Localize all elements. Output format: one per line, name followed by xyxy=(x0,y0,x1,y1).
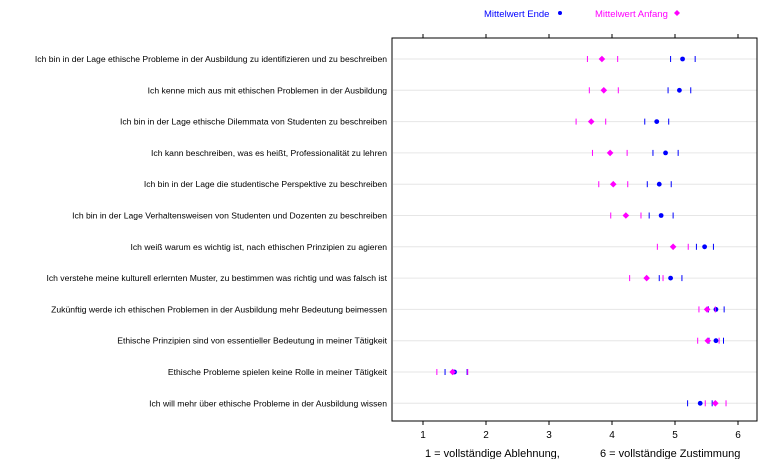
category-labels: Ich bin in der Lage ethische Probleme in… xyxy=(35,54,388,408)
point-ende xyxy=(713,307,719,312)
legend-label-anfang: Mittelwert Anfang xyxy=(595,9,668,20)
x-tick-label: 5 xyxy=(672,430,678,441)
legend-marker-anfang xyxy=(674,10,680,16)
category-label: Ich will mehr über ethische Probleme in … xyxy=(149,398,387,408)
point-anfang xyxy=(609,180,617,188)
point-ende xyxy=(656,181,662,187)
point-ende xyxy=(702,244,708,250)
point-ende xyxy=(677,87,682,93)
category-label: Ich verstehe meine kulturell erlernten M… xyxy=(46,273,387,283)
data-marks xyxy=(436,55,727,407)
legend-marker-ende xyxy=(558,11,562,15)
point-ende xyxy=(697,400,703,406)
point-anfang xyxy=(703,306,711,313)
legend: Mittelwert Ende Mittelwert Anfang xyxy=(484,9,680,20)
point-anfang xyxy=(449,368,456,376)
point-ende xyxy=(668,275,673,281)
x-tick-label: 6 xyxy=(735,430,741,441)
category-label: Ich kenne mich aus mit ethischen Problem… xyxy=(148,85,388,95)
point-anfang xyxy=(587,118,595,125)
footer-left: 1 = vollständige Ablehnung, xyxy=(425,448,560,459)
category-label: Zukünftig werde ich ethischen Problemen … xyxy=(51,304,387,314)
grid xyxy=(393,58,757,404)
category-label: Ich bin in der Lage die studentische Per… xyxy=(144,179,387,189)
x-tick-label: 1 xyxy=(420,430,426,441)
category-label: Ich weiß warum es wichtig ist, nach ethi… xyxy=(131,242,388,252)
x-axis: 1 2 3 4 5 6 xyxy=(420,34,741,441)
point-anfang xyxy=(643,274,650,282)
point-ende xyxy=(713,338,719,344)
point-ende xyxy=(663,150,668,156)
category-label: Ich bin in der Lage ethische Dilemmata v… xyxy=(120,117,387,127)
point-ende xyxy=(680,56,685,62)
point-anfang xyxy=(622,212,630,219)
category-label: Ethische Prinzipien sind von essentielle… xyxy=(117,336,387,346)
x-tick-label: 4 xyxy=(609,430,615,441)
legend-label-ende: Mittelwert Ende xyxy=(484,9,549,20)
point-anfang xyxy=(598,55,606,63)
category-label: Ich bin in der Lage Verhaltensweisen von… xyxy=(72,211,387,221)
footer-right: 6 = vollständige Zustimmung xyxy=(600,448,740,459)
point-anfang xyxy=(704,337,712,344)
point-anfang xyxy=(669,243,677,251)
category-label: Ethische Probleme spielen keine Rolle in… xyxy=(168,367,388,377)
point-ende xyxy=(658,213,664,218)
plot-frame xyxy=(391,37,758,422)
x-tick-label: 2 xyxy=(483,430,489,441)
point-ende xyxy=(654,119,660,124)
point-anfang xyxy=(606,149,614,157)
point-anfang xyxy=(712,400,719,407)
point-anfang xyxy=(600,87,608,94)
category-label: Ich bin in der Lage ethische Probleme in… xyxy=(35,54,387,64)
category-label: Ich kann beschreiben, was es heißt, Prof… xyxy=(151,148,387,158)
x-tick-label: 3 xyxy=(546,430,552,441)
